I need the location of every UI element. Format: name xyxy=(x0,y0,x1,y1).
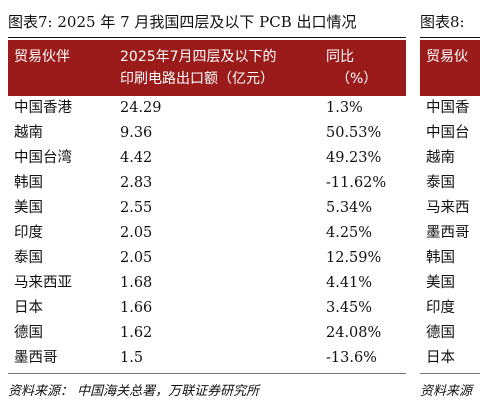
partner-cell: 美国 xyxy=(426,275,455,291)
partner-cell: 德国 xyxy=(14,325,43,341)
yoy-cell: -13.6% xyxy=(326,350,377,366)
table-row: 印度 xyxy=(420,296,480,321)
value-cell: 2.05 xyxy=(120,250,153,266)
partner-cell: 马来西亚 xyxy=(14,275,72,291)
table-7-title: 图表7: 2025 年 7 月我国四层及以下 PCB 出口情况 xyxy=(8,13,357,31)
header-partner-right: 贸易伙 xyxy=(426,49,468,65)
table-row: 日本 1.66 3.45% xyxy=(8,296,406,321)
value-cell: 1.66 xyxy=(120,300,153,316)
table-row: 墨西哥 xyxy=(420,221,480,246)
top-rule-left xyxy=(8,37,406,38)
partner-cell: 韩国 xyxy=(426,250,455,266)
table-row: 中国香 xyxy=(420,96,480,121)
table-row: 中国台 xyxy=(420,121,480,146)
partner-cell: 中国台湾 xyxy=(14,150,72,166)
header-export-value-line2: 印刷电路出口额（亿元） xyxy=(120,71,274,87)
header-yoy-line1: 同比 xyxy=(326,49,354,65)
yoy-cell: 24.08% xyxy=(326,325,382,341)
table-7-header: 贸易伙伴 2025年7月四层及以下的 印刷电路出口额（亿元） 同比 （%） xyxy=(8,40,406,96)
table-row: 韩国 xyxy=(420,246,480,271)
value-cell: 4.42 xyxy=(120,150,153,166)
partner-cell: 墨西哥 xyxy=(426,225,470,241)
header-export-value-line1: 2025年7月四层及以下的 xyxy=(120,49,277,65)
header-yoy: 同比 （%） xyxy=(326,46,396,90)
table-row: 日本 xyxy=(420,346,480,371)
partner-cell: 印度 xyxy=(14,225,43,241)
partner-cell: 德国 xyxy=(426,325,455,341)
table-row: 中国香港 24.29 1.3% xyxy=(8,96,406,121)
value-cell: 2.55 xyxy=(120,200,153,216)
table-row: 马来西 xyxy=(420,196,480,221)
bottom-rule-left xyxy=(8,373,406,374)
table-row: 墨西哥 1.5 -13.6% xyxy=(8,346,406,371)
bottom-rule-right xyxy=(420,373,480,374)
yoy-cell: 4.25% xyxy=(326,225,373,241)
table-8-header: 贸易伙 xyxy=(420,40,480,96)
partner-cell: 中国香 xyxy=(426,100,470,116)
value-cell: 9.36 xyxy=(120,125,153,141)
yoy-cell: 5.34% xyxy=(326,200,373,216)
yoy-cell: 50.53% xyxy=(326,125,382,141)
table-row: 德国 1.62 24.08% xyxy=(8,321,406,346)
table-8-body: 中国香 中国台 越南 泰国 马来西 墨西哥 韩国 美国 印度 德国 日本 xyxy=(420,96,480,371)
table-row: 德国 xyxy=(420,321,480,346)
table-row: 美国 xyxy=(420,271,480,296)
partner-cell: 中国香港 xyxy=(14,100,72,116)
table-8-source: 资料来源 xyxy=(420,384,473,399)
table-row: 泰国 xyxy=(420,171,480,196)
table-8-title: 图表8: xyxy=(420,13,465,31)
yoy-cell: 1.3% xyxy=(326,100,363,116)
header-yoy-line2: （%） xyxy=(336,71,378,87)
value-cell: 2.83 xyxy=(120,175,153,191)
yoy-cell: 12.59% xyxy=(326,250,382,266)
top-rule-right xyxy=(420,37,480,38)
table-row: 越南 9.36 50.53% xyxy=(8,121,406,146)
yoy-cell: 4.41% xyxy=(326,275,373,291)
header-export-value: 2025年7月四层及以下的 印刷电路出口额（亿元） xyxy=(120,46,318,90)
partner-cell: 中国台 xyxy=(426,125,470,141)
table-7-body: 中国香港 24.29 1.3% 越南 9.36 50.53% 中国台湾 4.42 49.23… xyxy=(8,96,406,371)
partner-cell: 印度 xyxy=(426,300,455,316)
partner-cell: 泰国 xyxy=(426,175,455,191)
partner-cell: 韩国 xyxy=(14,175,43,191)
partner-cell: 美国 xyxy=(14,200,43,216)
table-row: 越南 xyxy=(420,146,480,171)
partner-cell: 日本 xyxy=(426,350,455,366)
table-row: 韩国 2.83 -11.62% xyxy=(8,171,406,196)
table-row: 马来西亚 1.68 4.41% xyxy=(8,271,406,296)
value-cell: 1.68 xyxy=(120,275,153,291)
header-partner: 贸易伙伴 xyxy=(14,49,70,65)
table-7-source: 资料来源： 中国海关总署，万联证券研究所 xyxy=(8,384,260,399)
partner-cell: 泰国 xyxy=(14,250,43,266)
table-row: 印度 2.05 4.25% xyxy=(8,221,406,246)
partner-cell: 越南 xyxy=(14,125,43,141)
value-cell: 1.5 xyxy=(120,350,144,366)
table-row: 中国台湾 4.42 49.23% xyxy=(8,146,406,171)
partner-cell: 越南 xyxy=(426,150,455,166)
partner-cell: 日本 xyxy=(14,300,43,316)
value-cell: 1.62 xyxy=(120,325,153,341)
table-row: 美国 2.55 5.34% xyxy=(8,196,406,221)
value-cell: 24.29 xyxy=(120,100,162,116)
partner-cell: 墨西哥 xyxy=(14,350,58,366)
yoy-cell: 49.23% xyxy=(326,150,382,166)
partner-cell: 马来西 xyxy=(426,200,470,216)
yoy-cell: 3.45% xyxy=(326,300,373,316)
value-cell: 2.05 xyxy=(120,225,153,241)
yoy-cell: -11.62% xyxy=(326,175,387,191)
table-row: 泰国 2.05 12.59% xyxy=(8,246,406,271)
